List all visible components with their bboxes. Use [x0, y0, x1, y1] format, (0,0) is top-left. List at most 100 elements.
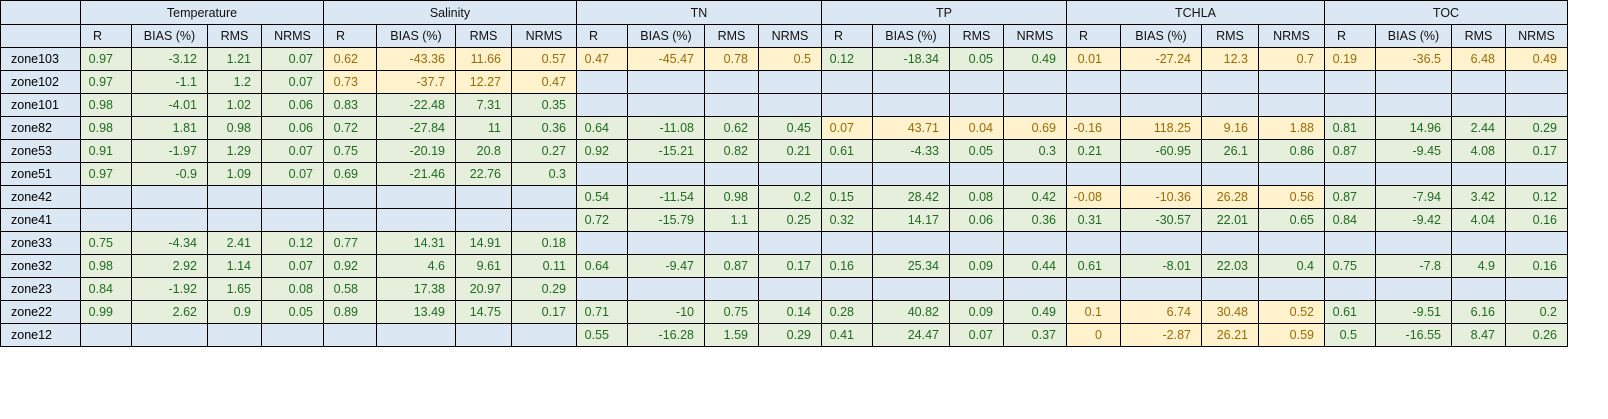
group-header-salinity: Salinity — [323, 0, 577, 25]
value-cell — [1003, 231, 1067, 255]
value-cell — [80, 208, 132, 232]
value-cell: 13.49 — [376, 300, 456, 324]
value-cell: 0.83 — [323, 93, 377, 117]
metric-header-nrms: NRMS — [511, 24, 577, 48]
corner-cell — [0, 0, 81, 25]
value-cell: 0.47 — [511, 70, 577, 94]
value-cell: 0.1 — [1066, 300, 1121, 324]
value-cell — [872, 70, 950, 94]
value-cell: 0.05 — [949, 139, 1004, 163]
value-cell: 0.61 — [1324, 300, 1376, 324]
value-cell: 0.73 — [323, 70, 377, 94]
value-cell: 0.99 — [80, 300, 132, 324]
value-cell: 0.49 — [1003, 300, 1067, 324]
value-cell: 0.16 — [821, 254, 873, 278]
value-cell: 0.12 — [821, 47, 873, 71]
value-cell: 0.75 — [323, 139, 377, 163]
corner-cell — [0, 24, 81, 48]
value-cell: 20.97 — [455, 277, 512, 301]
value-cell — [1375, 231, 1452, 255]
value-cell: -4.33 — [872, 139, 950, 163]
value-cell — [576, 231, 628, 255]
value-cell: 0.4 — [1258, 254, 1325, 278]
value-cell — [949, 277, 1004, 301]
value-cell: 12.3 — [1201, 47, 1259, 71]
value-cell: 0.87 — [1324, 185, 1376, 209]
value-cell: 2.44 — [1451, 116, 1506, 140]
value-cell: -9.42 — [1375, 208, 1452, 232]
value-cell — [511, 323, 577, 347]
value-cell: -15.21 — [627, 139, 705, 163]
value-cell — [323, 185, 377, 209]
group-header-toc: TOC — [1324, 0, 1568, 25]
value-cell: 0.2 — [1505, 300, 1568, 324]
value-cell: 0.47 — [576, 47, 628, 71]
value-cell: 20.8 — [455, 139, 512, 163]
value-cell: 26.28 — [1201, 185, 1259, 209]
value-cell: 0.97 — [80, 162, 132, 186]
value-cell: 0.98 — [704, 185, 759, 209]
zone-label: zone41 — [0, 208, 81, 232]
value-cell: 0.89 — [323, 300, 377, 324]
value-cell — [511, 185, 577, 209]
value-cell: 0.59 — [1258, 323, 1325, 347]
value-cell: 0.16 — [1505, 254, 1568, 278]
metric-header-bias: BIAS (%) — [376, 24, 456, 48]
group-header-tchla: TCHLA — [1066, 0, 1325, 25]
value-cell — [627, 231, 705, 255]
value-cell — [511, 208, 577, 232]
value-cell: 0.19 — [1324, 47, 1376, 71]
value-cell: 0.62 — [323, 47, 377, 71]
value-cell: 26.21 — [1201, 323, 1259, 347]
metric-header-nrms: NRMS — [1505, 24, 1568, 48]
value-cell: -1.92 — [131, 277, 208, 301]
value-cell: 0.07 — [261, 139, 324, 163]
value-cell — [376, 185, 456, 209]
value-cell: 0.06 — [261, 116, 324, 140]
value-cell: 12.27 — [455, 70, 512, 94]
value-cell: -11.54 — [627, 185, 705, 209]
value-cell: 2.41 — [207, 231, 262, 255]
value-cell — [949, 231, 1004, 255]
metric-header-r: R — [1324, 24, 1376, 48]
value-cell: 0.42 — [1003, 185, 1067, 209]
value-cell: -4.01 — [131, 93, 208, 117]
value-cell — [1258, 231, 1325, 255]
value-cell: 6.48 — [1451, 47, 1506, 71]
metrics-table: Temperature Salinity TN TP TCHLA TOC R BIAS (%)… — [0, 0, 1568, 347]
zone-label: zone103 — [0, 47, 81, 71]
table-row: zone23 0.84 -1.92 1.65 0.08 0.58 17.38 20.97 0.2… — [0, 277, 1568, 301]
value-cell: 4.9 — [1451, 254, 1506, 278]
value-cell — [1120, 162, 1202, 186]
value-cell: 0.49 — [1505, 47, 1568, 71]
value-cell — [1003, 93, 1067, 117]
value-cell — [576, 93, 628, 117]
value-cell: 22.01 — [1201, 208, 1259, 232]
value-cell: 0.31 — [1066, 208, 1121, 232]
value-cell: 0.87 — [704, 254, 759, 278]
value-cell — [1258, 277, 1325, 301]
value-cell: 0.64 — [576, 254, 628, 278]
value-cell — [1003, 70, 1067, 94]
metric-header-nrms: NRMS — [1003, 24, 1067, 48]
zone-label: zone53 — [0, 139, 81, 163]
value-cell — [1375, 70, 1452, 94]
value-cell: 0.77 — [323, 231, 377, 255]
value-cell: 0.07 — [261, 162, 324, 186]
value-cell: 1.29 — [207, 139, 262, 163]
value-cell: 40.82 — [872, 300, 950, 324]
value-cell: 0.07 — [821, 116, 873, 140]
value-cell: 0.98 — [80, 116, 132, 140]
metric-header-r: R — [821, 24, 873, 48]
value-cell — [1505, 277, 1568, 301]
table-row: zone103 0.97 -3.12 1.21 0.07 0.62 -43.36 11.66 0… — [0, 47, 1568, 71]
value-cell: 0.41 — [821, 323, 873, 347]
value-cell: 0.28 — [821, 300, 873, 324]
value-cell: 14.31 — [376, 231, 456, 255]
metric-header-bias: BIAS (%) — [872, 24, 950, 48]
value-cell: 0.07 — [261, 47, 324, 71]
value-cell: 0.92 — [576, 139, 628, 163]
value-cell — [704, 162, 759, 186]
value-cell: 17.38 — [376, 277, 456, 301]
value-cell — [1120, 231, 1202, 255]
